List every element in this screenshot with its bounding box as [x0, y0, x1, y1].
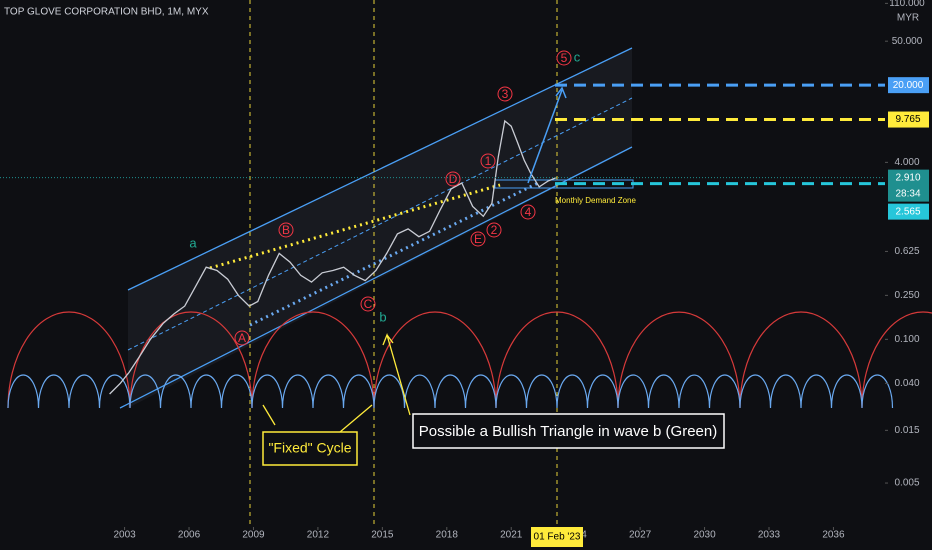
wave-label: a [189, 235, 197, 250]
wave-circle [480, 153, 496, 169]
wave-label: b [379, 309, 386, 324]
note-arrow [262, 404, 276, 426]
y-tick-label: 4.000 [894, 157, 919, 168]
channel-mid [127, 97, 633, 351]
wave-circle [556, 50, 572, 66]
cycle-arc-large [7, 311, 932, 409]
price-label-box [888, 169, 929, 202]
x-tick-label: 2030 [693, 530, 716, 541]
trend-dotted-yellow [209, 183, 501, 270]
x-tick-label: 2003 [113, 530, 136, 541]
note-box [412, 413, 725, 449]
y-tick-label: 0.015 [894, 425, 919, 436]
channel-upper [127, 47, 633, 291]
x-tick-label: 2018 [436, 530, 459, 541]
wave-label: c [574, 49, 581, 64]
countdown: 28:34 [895, 188, 920, 199]
price-label-box [888, 111, 929, 128]
wave-label: E [474, 232, 482, 246]
x-tick-label: 2021 [500, 530, 523, 541]
y-tick-label: 0.100 [894, 334, 919, 345]
price-line [109, 119, 557, 395]
wave-label: 1 [485, 154, 492, 168]
chart-title: TOP GLOVE CORPORATION BHD, 1M, MYX [4, 7, 209, 18]
arrow-head [555, 86, 567, 99]
wave-circle [497, 86, 513, 102]
wave-label: 3 [502, 87, 509, 101]
x-tick-label: 2036 [822, 530, 845, 541]
x-tick-label: 2015 [371, 530, 394, 541]
annotations: Monthly Demand Zone a b c A B C D E 1 2 … [4, 7, 725, 466]
wave-label: D [449, 172, 458, 186]
axes: MYR 110.000 50.000 4.000 0.625 0.250 0.100 0.0… [113, 0, 929, 547]
wave-circle [520, 204, 536, 220]
y-tick-label: 0.625 [894, 246, 919, 257]
price [0, 83, 885, 395]
wave-circle [470, 231, 486, 247]
x-tick-label: 2033 [758, 530, 781, 541]
wave-circle [234, 330, 250, 346]
note-box [262, 431, 358, 466]
cycle-arc-small [7, 374, 894, 409]
y-tick-label: 0.250 [894, 290, 919, 301]
x-tick-label: 2009 [242, 530, 265, 541]
cursor-label: 01 Feb '23 [534, 532, 581, 543]
channel-lower [119, 146, 633, 409]
y-tick-label: 0.040 [894, 378, 919, 389]
wave-circle [278, 222, 294, 238]
price-label-box [888, 77, 929, 94]
wave-label: C [364, 297, 373, 311]
wave-circle [445, 171, 461, 187]
price-label: 2.910 [895, 172, 920, 183]
wave-circle [486, 222, 502, 238]
price-label: 2.565 [895, 206, 920, 217]
cycles [7, 311, 932, 409]
cycle-note: "Fixed" Cycle [268, 440, 351, 456]
price-label-box [888, 203, 929, 220]
currency: MYR [897, 13, 919, 24]
wave-label: 5 [561, 51, 568, 65]
drawings [119, 0, 634, 527]
projection-arrow [527, 89, 563, 184]
x-tick-label: 2012 [307, 530, 330, 541]
note-arrow [382, 332, 411, 416]
cursor-label-box [531, 527, 583, 547]
x-tick-label: 2027 [629, 530, 652, 541]
wave-label: 4 [525, 205, 532, 219]
price-label: 9.765 [895, 114, 920, 125]
price-label: 20.000 [893, 80, 924, 91]
note-arrow [339, 404, 373, 433]
x-tick-label: 2006 [178, 530, 201, 541]
y-tick-label: 50.000 [892, 36, 923, 47]
channel-fill [128, 48, 632, 408]
y-tick-label: 0.005 [894, 478, 919, 489]
y-tick-label: 110.000 [889, 0, 925, 9]
wave-label: B [282, 223, 290, 237]
triangle-note: Possible a Bullish Triangle in wave b (G… [419, 423, 717, 440]
wave-circle [360, 296, 376, 312]
demand-zone-label: Monthly Demand Zone [555, 196, 636, 205]
wave-label: A [238, 331, 246, 345]
wave-label: 2 [491, 223, 498, 237]
